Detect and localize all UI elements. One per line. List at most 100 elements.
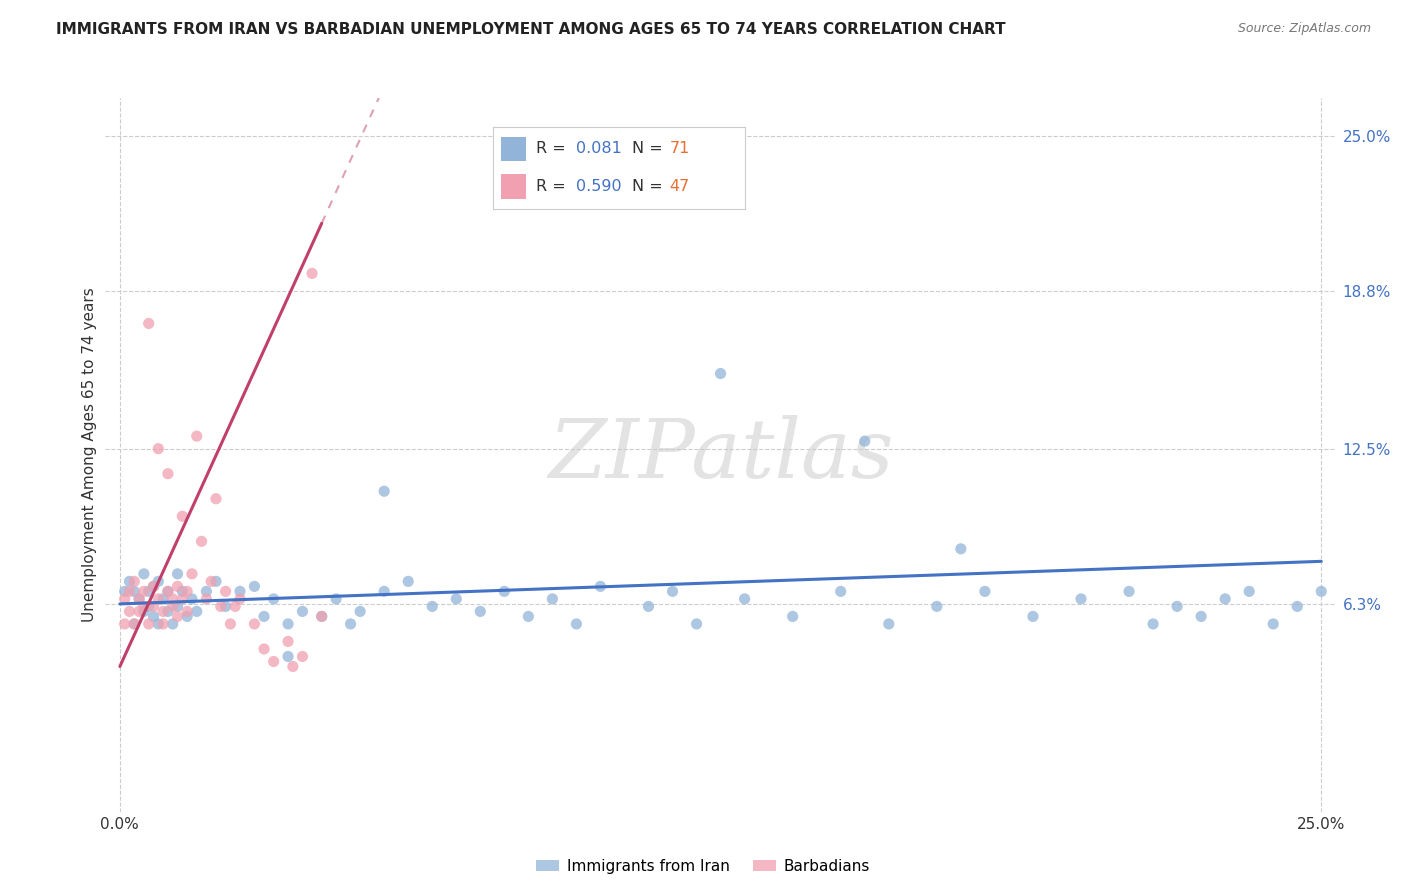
Point — [446, 591, 468, 606]
Point — [214, 584, 236, 599]
Point — [118, 584, 141, 599]
Point — [156, 604, 179, 618]
Point — [494, 584, 516, 599]
Point — [124, 616, 146, 631]
Point — [166, 599, 188, 614]
Point — [142, 579, 165, 593]
Point — [156, 467, 179, 481]
Point — [219, 616, 242, 631]
Point — [291, 649, 314, 664]
Point — [263, 655, 285, 669]
Text: R =: R = — [536, 179, 571, 194]
Point — [181, 566, 204, 581]
Point — [205, 491, 228, 506]
Point — [132, 604, 155, 618]
Point — [148, 574, 170, 589]
Point — [152, 616, 174, 631]
Point — [1118, 584, 1140, 599]
Point — [152, 591, 174, 606]
Point — [396, 574, 419, 589]
Point — [973, 584, 995, 599]
Point — [162, 591, 184, 606]
Point — [138, 616, 160, 631]
Text: IMMIGRANTS FROM IRAN VS BARBADIAN UNEMPLOYMENT AMONG AGES 65 TO 74 YEARS CORRELA: IMMIGRANTS FROM IRAN VS BARBADIAN UNEMPL… — [56, 22, 1005, 37]
Point — [166, 609, 188, 624]
Point — [200, 574, 222, 589]
Point — [589, 579, 612, 593]
Text: N =: N = — [631, 141, 668, 156]
Point — [186, 604, 208, 618]
Point — [517, 609, 540, 624]
Point — [148, 591, 170, 606]
Point — [156, 584, 179, 599]
Point — [277, 634, 299, 648]
Point — [661, 584, 683, 599]
Point — [565, 616, 588, 631]
Text: 71: 71 — [669, 141, 690, 156]
Point — [195, 584, 218, 599]
Point — [132, 599, 155, 614]
Point — [118, 604, 141, 618]
Point — [281, 659, 304, 673]
Point — [172, 509, 194, 524]
Point — [152, 604, 174, 618]
Point — [229, 584, 252, 599]
Text: 0.081: 0.081 — [576, 141, 621, 156]
Point — [209, 599, 232, 614]
Point — [156, 584, 179, 599]
Point — [541, 591, 564, 606]
Point — [166, 579, 188, 593]
Point — [114, 584, 136, 599]
Point — [277, 649, 299, 664]
Point — [172, 584, 194, 599]
Point — [166, 566, 188, 581]
Bar — [501, 136, 526, 161]
Point — [181, 591, 204, 606]
Point — [176, 609, 198, 624]
Point — [229, 591, 252, 606]
Point — [277, 616, 299, 631]
Point — [470, 604, 492, 618]
Point — [1263, 616, 1285, 631]
Point — [186, 429, 208, 443]
Legend: Immigrants from Iran, Barbadians: Immigrants from Iran, Barbadians — [530, 853, 876, 880]
Point — [253, 609, 276, 624]
Point — [734, 591, 756, 606]
Point — [148, 616, 170, 631]
Point — [128, 591, 150, 606]
Point — [1213, 591, 1236, 606]
Point — [830, 584, 852, 599]
Point — [301, 266, 323, 280]
Point — [176, 604, 198, 618]
Point — [142, 579, 165, 593]
Point — [138, 584, 160, 599]
Point — [325, 591, 347, 606]
Point — [1070, 591, 1092, 606]
Point — [224, 599, 246, 614]
Point — [205, 574, 228, 589]
Bar — [501, 174, 526, 199]
Point — [118, 574, 141, 589]
Point — [373, 484, 395, 499]
Point — [877, 616, 900, 631]
Point — [138, 317, 160, 331]
Point — [114, 591, 136, 606]
Point — [949, 541, 972, 556]
Point — [685, 616, 707, 631]
Point — [253, 642, 276, 657]
Point — [243, 616, 266, 631]
Point — [1022, 609, 1045, 624]
Point — [190, 534, 212, 549]
Point — [1142, 616, 1164, 631]
Point — [925, 599, 948, 614]
Point — [710, 367, 733, 381]
Point — [291, 604, 314, 618]
Point — [373, 584, 395, 599]
Text: 47: 47 — [669, 179, 690, 194]
Point — [853, 434, 876, 449]
Point — [162, 616, 184, 631]
Point — [311, 609, 333, 624]
Point — [1237, 584, 1260, 599]
Point — [243, 579, 266, 593]
Point — [782, 609, 804, 624]
